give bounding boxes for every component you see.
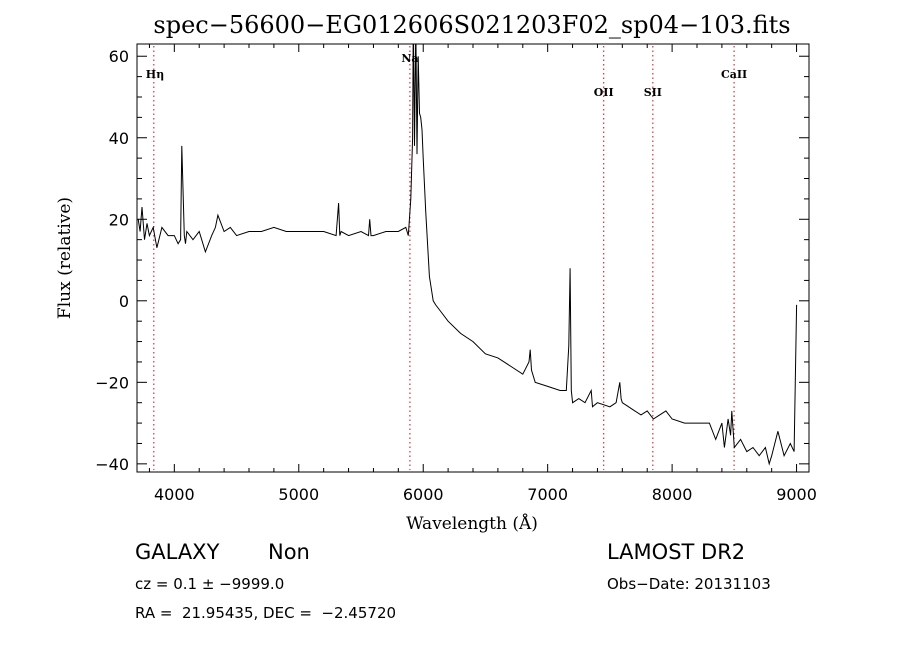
spectrum-line xyxy=(137,44,798,466)
y-tick-label: 40 xyxy=(109,129,129,148)
y-tick-label: 20 xyxy=(109,210,129,229)
y-tick-label: 0 xyxy=(119,292,129,311)
x-tick-label: 6000 xyxy=(403,485,444,504)
y-axis-label: Flux (relative) xyxy=(55,197,75,319)
redshift-text: cz = 0.1 ± −9999.0 xyxy=(135,575,285,593)
axis-ticks: 4000 5000 6000 7000 8000 9000 60 40 20 0 −20 −40 xyxy=(95,44,817,504)
x-axis-label: Wavelength (Å) xyxy=(406,513,538,534)
chart-title: spec−56600−EG012606S021203F02_sp04−103.f… xyxy=(153,11,790,39)
object-class: GALAXY xyxy=(135,540,220,564)
y-tick-label: −20 xyxy=(95,373,129,392)
survey-name: LAMOST DR2 xyxy=(607,540,746,564)
x-tick-label: 8000 xyxy=(652,485,693,504)
coordinates-text: RA = 21.95435, DEC = −2.45720 xyxy=(135,604,397,622)
x-tick-label: 9000 xyxy=(776,485,817,504)
obs-date-text: Obs−Date: 20131103 xyxy=(607,575,771,593)
line-marker-label: Hη xyxy=(146,68,164,81)
plot-frame xyxy=(136,43,810,473)
line-marker-label: SII xyxy=(644,86,662,99)
x-tick-label: 4000 xyxy=(154,485,195,504)
y-tick-label: 60 xyxy=(109,47,129,66)
spectrum-series xyxy=(137,44,798,466)
x-tick-label: 7000 xyxy=(527,485,568,504)
x-tick-label: 5000 xyxy=(278,485,319,504)
line-marker-label: CaII xyxy=(721,68,747,81)
y-tick-label: −40 xyxy=(95,455,129,474)
object-subclass: Non xyxy=(268,540,310,564)
line-marker-label: OII xyxy=(594,86,614,99)
